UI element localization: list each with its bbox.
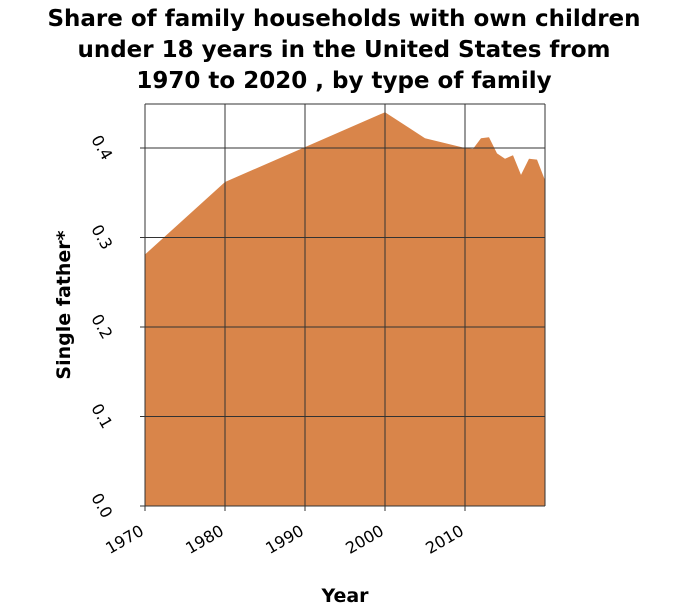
y-axis-title: Single father* (53, 230, 75, 379)
y-tick-label: 0.0 (87, 490, 116, 522)
chart-title-line-2: under 18 years in the United States from (77, 37, 611, 63)
x-tick-label: 1970 (102, 521, 147, 558)
x-axis-title: Year (320, 585, 369, 607)
x-tick-label: 2010 (422, 521, 467, 558)
chart-title-line-1: Share of family households with own chil… (47, 6, 641, 32)
x-tick-label: 1990 (262, 521, 307, 558)
area-series (145, 112, 545, 506)
x-tick-label: 1980 (182, 521, 227, 558)
y-tick-label: 0.2 (87, 311, 116, 343)
chart-title: Share of family households with own chil… (0, 4, 688, 97)
y-tick-label: 0.1 (87, 400, 116, 432)
x-tick-label: 2000 (342, 521, 387, 558)
y-tick-label: 0.3 (87, 221, 116, 253)
y-tick-label: 0.4 (87, 132, 116, 164)
chart-title-line-3: 1970 to 2020 , by type of family (136, 68, 552, 94)
